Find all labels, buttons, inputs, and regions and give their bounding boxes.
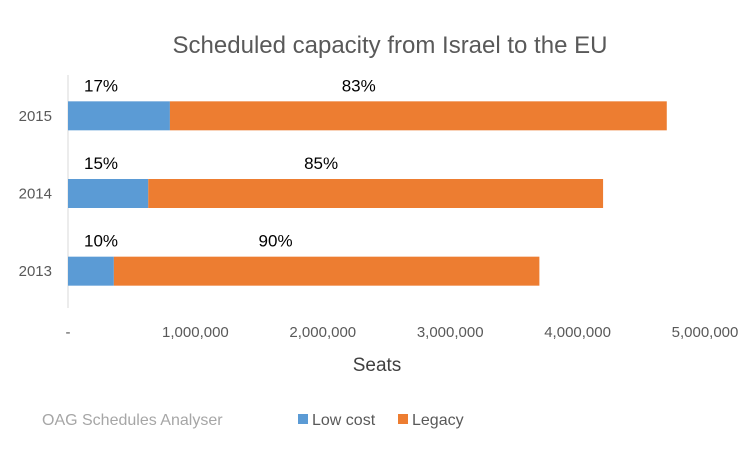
legend-swatch	[298, 414, 308, 424]
bar-legacy	[113, 256, 540, 286]
x-tick-label: 2,000,000	[289, 324, 356, 341]
x-tick-label: 4,000,000	[544, 324, 611, 341]
x-tick-label: -	[66, 324, 71, 341]
x-tick-label: 3,000,000	[417, 324, 484, 341]
bar-legacy	[169, 101, 667, 131]
y-tick-label: 2014	[19, 186, 52, 203]
bar-low-cost	[68, 179, 149, 208]
chart-title: Scheduled capacity from Israel to the EU	[173, 32, 608, 59]
bars-layer	[68, 101, 667, 286]
legend-swatch	[398, 414, 408, 424]
bar-low-cost	[68, 256, 114, 286]
x-axis-label: Seats	[353, 355, 402, 376]
source-note: OAG Schedules Analyser	[42, 412, 223, 429]
bar-legacy	[148, 179, 604, 208]
data-label: 15%	[84, 154, 118, 173]
x-tick-label: 5,000,000	[672, 324, 739, 341]
x-tick-label: 1,000,000	[162, 324, 229, 341]
data-label: 10%	[84, 232, 118, 251]
y-tick-label: 2015	[19, 108, 52, 125]
x-tick-labels: - 1,000,000 2,000,000 3,000,000 4,000,000 5,0…	[66, 324, 739, 341]
legend-label: Legacy	[412, 412, 464, 429]
data-label: 90%	[259, 232, 293, 251]
data-label: 83%	[342, 76, 376, 95]
legend: Low cost Legacy	[298, 412, 464, 429]
data-labels-layer: 17% 83% 15% 85% 10% 90%	[84, 76, 376, 250]
data-label: 17%	[84, 76, 118, 95]
data-label: 85%	[304, 154, 338, 173]
legend-label: Low cost	[312, 412, 376, 429]
y-tick-label: 2013	[19, 263, 52, 280]
bar-low-cost	[68, 101, 170, 131]
y-tick-labels: 2015 2014 2013	[19, 108, 52, 280]
